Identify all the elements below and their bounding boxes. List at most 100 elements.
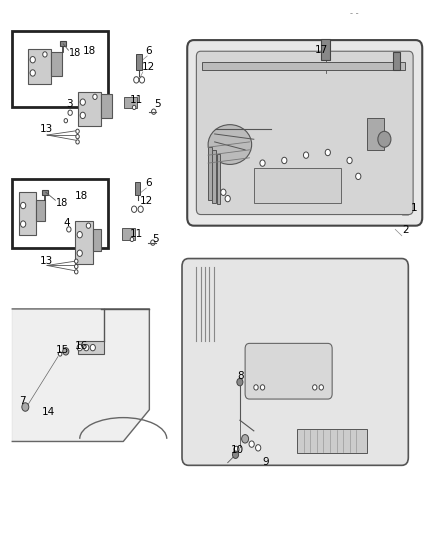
Circle shape (74, 259, 78, 263)
Text: 12: 12 (141, 62, 155, 72)
Circle shape (77, 250, 82, 256)
Circle shape (254, 385, 258, 390)
Circle shape (152, 109, 156, 114)
Circle shape (325, 149, 330, 156)
Bar (202, 62, 405, 70)
Circle shape (249, 441, 254, 447)
Circle shape (22, 403, 29, 411)
Text: 5: 5 (154, 100, 160, 109)
Bar (367, 118, 385, 150)
Circle shape (132, 106, 136, 110)
Circle shape (304, 152, 309, 158)
Circle shape (282, 157, 287, 164)
Circle shape (319, 385, 323, 390)
Circle shape (74, 264, 78, 269)
Circle shape (225, 196, 230, 202)
Text: 14: 14 (42, 407, 55, 417)
Bar (208, 147, 212, 200)
Bar (135, 182, 140, 195)
Text: 4: 4 (63, 217, 70, 228)
Circle shape (86, 223, 91, 228)
Bar (60, 41, 66, 46)
Bar (28, 49, 51, 84)
Circle shape (21, 203, 26, 209)
Text: 1: 1 (410, 204, 417, 213)
Circle shape (76, 129, 79, 133)
Circle shape (63, 348, 69, 355)
Text: 17: 17 (315, 45, 328, 55)
Circle shape (80, 112, 85, 118)
Text: 6: 6 (145, 46, 152, 56)
Text: 18: 18 (56, 198, 68, 208)
Circle shape (76, 140, 79, 144)
FancyBboxPatch shape (245, 343, 332, 399)
Bar (42, 190, 48, 195)
Circle shape (21, 221, 26, 227)
Circle shape (234, 446, 239, 453)
Bar (136, 54, 141, 70)
FancyBboxPatch shape (182, 259, 408, 465)
Circle shape (347, 157, 352, 164)
Text: 9: 9 (262, 457, 269, 467)
Text: 6: 6 (145, 178, 152, 188)
Circle shape (260, 385, 265, 390)
Bar (19, 192, 36, 235)
Bar (51, 52, 62, 76)
Bar (102, 94, 113, 118)
Circle shape (58, 352, 62, 356)
Bar (12, 30, 108, 108)
Circle shape (30, 56, 35, 63)
Text: 10: 10 (231, 445, 244, 455)
Circle shape (84, 344, 89, 351)
Bar (124, 97, 137, 109)
Circle shape (313, 385, 317, 390)
Circle shape (139, 77, 145, 83)
Bar (122, 228, 135, 240)
Polygon shape (12, 309, 149, 441)
FancyBboxPatch shape (196, 51, 413, 215)
Circle shape (233, 451, 239, 458)
Text: 13: 13 (40, 256, 53, 266)
Circle shape (242, 434, 249, 443)
Circle shape (260, 160, 265, 166)
Bar (12, 179, 108, 248)
Circle shape (237, 378, 243, 386)
Text: 15: 15 (56, 345, 69, 355)
FancyBboxPatch shape (187, 40, 422, 225)
Text: 11: 11 (130, 95, 143, 105)
Circle shape (77, 231, 82, 238)
Bar (75, 221, 93, 264)
Bar (212, 150, 216, 203)
Circle shape (93, 94, 97, 100)
Circle shape (64, 118, 67, 123)
Bar (297, 429, 367, 453)
Bar (36, 200, 45, 221)
Text: 18: 18 (74, 191, 88, 201)
Circle shape (378, 131, 391, 147)
Circle shape (76, 134, 79, 139)
Circle shape (221, 189, 226, 196)
Text: 8: 8 (237, 372, 244, 382)
Text: - -: - - (350, 10, 358, 18)
Circle shape (30, 70, 35, 76)
Circle shape (43, 52, 47, 57)
Circle shape (90, 344, 95, 351)
Text: 7: 7 (19, 397, 25, 406)
Text: 3: 3 (66, 100, 72, 109)
Text: 11: 11 (130, 229, 143, 239)
Text: 16: 16 (74, 341, 88, 351)
Circle shape (151, 240, 155, 245)
Bar (393, 52, 399, 70)
Ellipse shape (208, 125, 252, 165)
Circle shape (77, 344, 82, 351)
Bar (217, 154, 220, 204)
Text: 13: 13 (40, 124, 53, 134)
Text: 5: 5 (152, 233, 159, 244)
Text: 12: 12 (140, 196, 153, 206)
Circle shape (255, 445, 261, 451)
Bar (254, 168, 341, 203)
Circle shape (131, 206, 137, 213)
Text: 18: 18 (83, 46, 96, 56)
Circle shape (356, 173, 361, 180)
Circle shape (67, 227, 71, 232)
